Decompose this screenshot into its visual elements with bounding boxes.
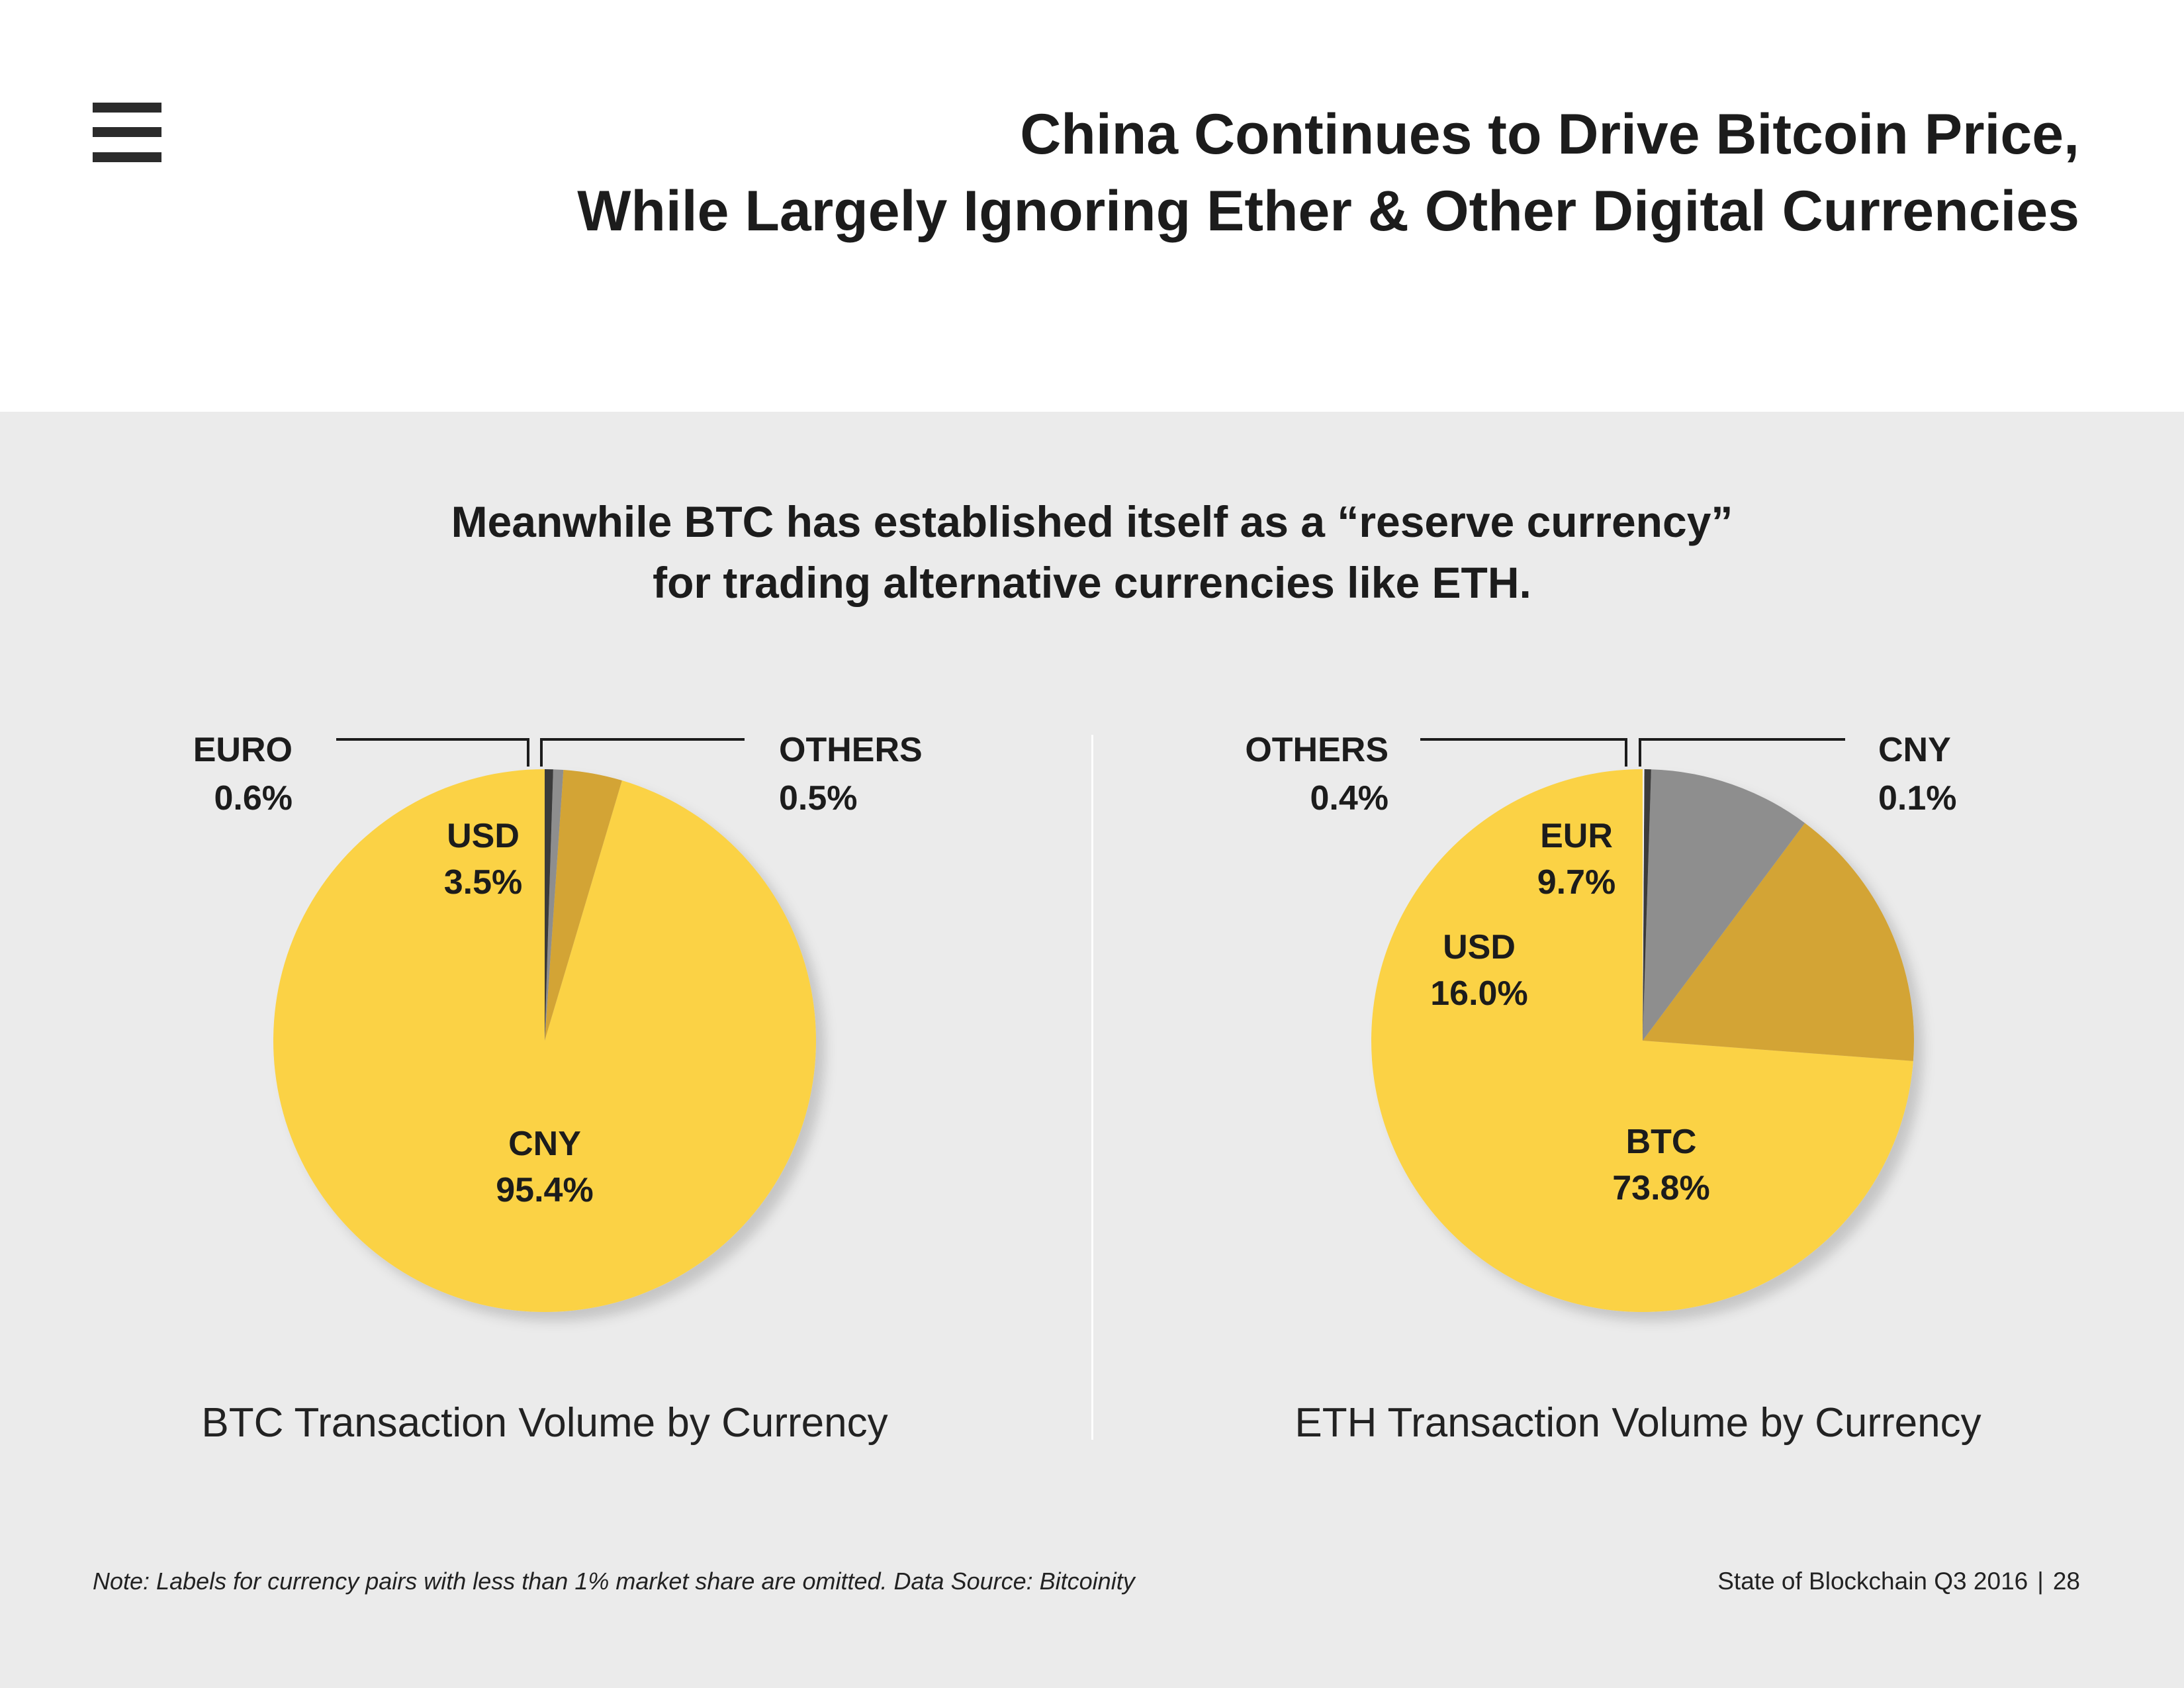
btc-others-leader-line bbox=[540, 738, 745, 767]
eth-label-btc-value: 73.8% bbox=[1612, 1169, 1709, 1207]
page-title-line-2: While Largely Ignoring Ether & Other Dig… bbox=[577, 179, 2079, 243]
page-title-line-1: China Continues to Drive Bitcoin Price, bbox=[1020, 103, 2079, 166]
eth-cny-leader-line bbox=[1639, 738, 1845, 767]
eth-label-usd-name: USD bbox=[1443, 928, 1516, 966]
eth-pie bbox=[1371, 769, 1915, 1312]
btc-euro-leader-line bbox=[336, 738, 529, 767]
eth-slice-usd bbox=[1643, 823, 1915, 1061]
eth-label-eur-name: EUR bbox=[1540, 817, 1613, 855]
btc-slice-euro bbox=[545, 769, 564, 1041]
chart-divider bbox=[1091, 735, 1093, 1440]
btc-slice-usd bbox=[545, 769, 622, 1041]
eth-others-leader-line bbox=[1420, 738, 1627, 767]
btc-label-cny-name: CNY bbox=[508, 1125, 581, 1163]
eth-label-btc-name: BTC bbox=[1626, 1123, 1697, 1161]
btc-label-euro-name: EURO bbox=[193, 731, 293, 769]
eth-label-usd-value: 16.0% bbox=[1430, 974, 1527, 1013]
btc-pie bbox=[273, 769, 816, 1312]
hamburger-menu-icon[interactable] bbox=[93, 103, 161, 162]
eth-slice-others bbox=[1643, 769, 1651, 1041]
eth-label-cny-value: 0.1% bbox=[1878, 779, 1957, 818]
btc-label-others-name: OTHERS bbox=[779, 731, 923, 769]
btc-label-euro-value: 0.6% bbox=[214, 779, 293, 818]
footer-separator: | bbox=[2037, 1568, 2044, 1595]
subtitle-line-2: for trading alternative currencies like … bbox=[653, 558, 1531, 607]
btc-label-cny-value: 95.4% bbox=[496, 1171, 593, 1209]
eth-chart-caption: ETH Transaction Volume by Currency bbox=[1295, 1400, 1981, 1446]
eth-label-cny-name: CNY bbox=[1878, 731, 1951, 769]
eth-label-others-value: 0.4% bbox=[1310, 779, 1388, 818]
page-number: 28 bbox=[2052, 1568, 2080, 1595]
footnote: Note: Labels for currency pairs with les… bbox=[93, 1568, 1135, 1595]
subtitle: Meanwhile BTC has established itself as … bbox=[199, 491, 1985, 613]
eth-label-eur-value: 9.7% bbox=[1537, 863, 1616, 902]
eth-slice-eur bbox=[1643, 769, 1805, 1041]
page-title: China Continues to Drive Bitcoin Price, … bbox=[359, 96, 2079, 250]
page-footer: State of Blockchain Q3 2016 | 28 bbox=[1717, 1568, 2080, 1595]
subtitle-line-1: Meanwhile BTC has established itself as … bbox=[451, 497, 1733, 546]
btc-label-usd-value: 3.5% bbox=[444, 863, 523, 902]
eth-slice-cny bbox=[1643, 769, 1645, 1041]
eth-label-others-name: OTHERS bbox=[1245, 731, 1388, 769]
btc-chart-caption: BTC Transaction Volume by Currency bbox=[201, 1400, 888, 1446]
btc-slice-cny bbox=[273, 769, 816, 1312]
btc-label-others-value: 0.5% bbox=[779, 779, 858, 818]
btc-slice-others bbox=[545, 769, 553, 1041]
btc-label-usd-name: USD bbox=[447, 817, 520, 855]
eth-slice-btc bbox=[1371, 769, 1913, 1312]
report-name: State of Blockchain Q3 2016 bbox=[1717, 1568, 2028, 1595]
